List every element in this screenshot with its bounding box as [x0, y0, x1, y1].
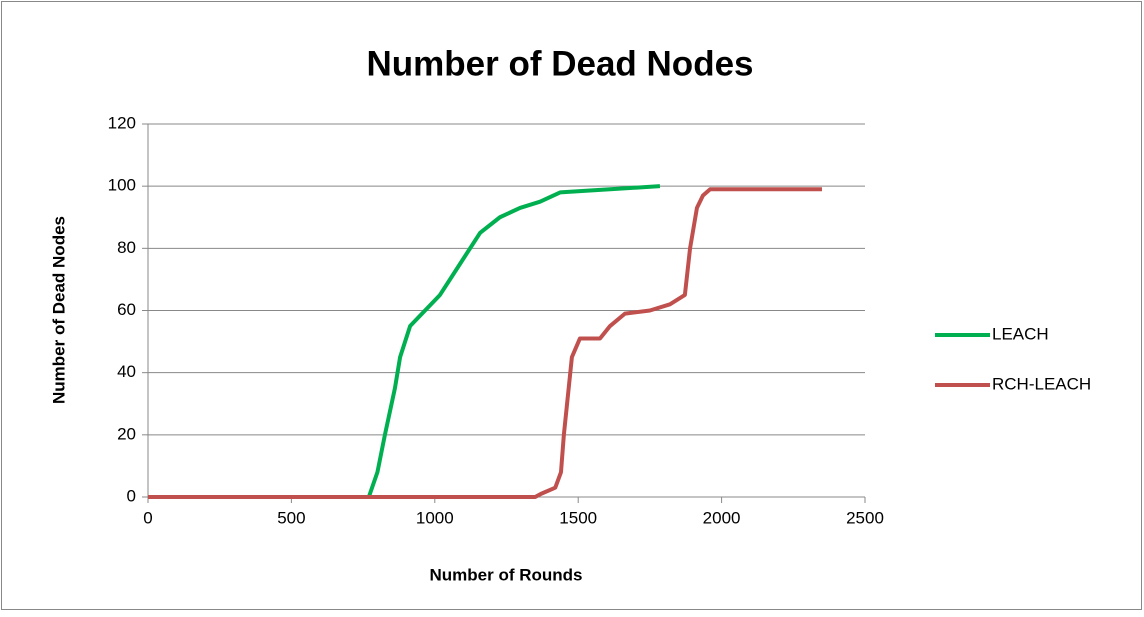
y-tick-label: 80 — [117, 238, 136, 257]
y-tick-label: 120 — [108, 113, 136, 132]
x-tick-label: 2500 — [846, 508, 884, 527]
y-tick-label: 60 — [117, 300, 136, 319]
x-tick-label: 500 — [277, 508, 305, 527]
x-tick-label: 1500 — [559, 508, 597, 527]
y-tick-label: 40 — [117, 362, 136, 381]
y-axis-label: Number of Dead Nodes — [49, 216, 68, 404]
series-line — [148, 187, 822, 499]
y-tick-label: 0 — [127, 486, 136, 505]
y-tick-label: 20 — [117, 424, 136, 443]
legend-label: LEACH — [992, 324, 1049, 343]
y-tick-label: 100 — [108, 176, 136, 195]
legend-label: RCH-LEACH — [992, 374, 1091, 393]
series-line — [148, 184, 661, 499]
x-tick-label: 2000 — [703, 508, 741, 527]
chart-title: Number of Dead Nodes — [367, 44, 754, 83]
x-axis-label: Number of Rounds — [430, 565, 583, 584]
x-tick-label: 0 — [143, 508, 152, 527]
x-tick-label: 1000 — [416, 508, 454, 527]
